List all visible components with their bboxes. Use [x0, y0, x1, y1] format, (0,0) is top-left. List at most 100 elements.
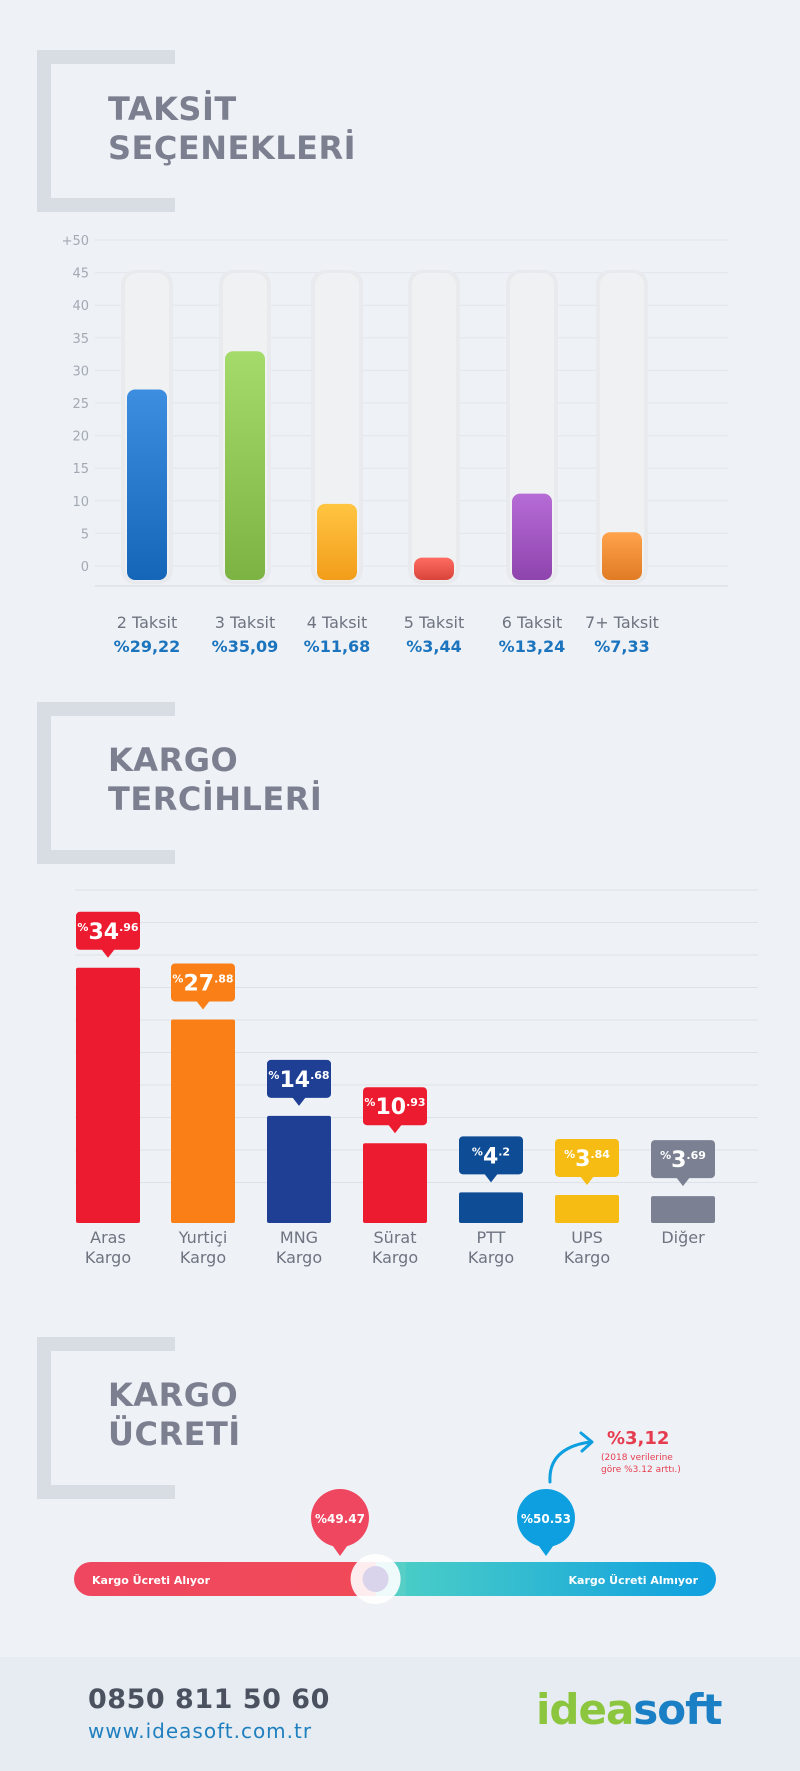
value-label: %7,33: [594, 637, 650, 656]
section-title-fee: KARGO ÜCRETİ: [108, 1376, 241, 1453]
y-tick-label: 35: [72, 332, 89, 347]
category-label: Kargo: [85, 1248, 131, 1267]
category-label: Diğer: [661, 1228, 705, 1247]
section-title-installments: TAKSİT SEÇENEKLERİ: [108, 90, 356, 167]
trend-arrow: [548, 1440, 592, 1484]
value-label: %14.68: [268, 1068, 329, 1093]
bar: [512, 493, 552, 580]
value-badge-pointer: [196, 1000, 210, 1010]
change-note: (2018 verilerine: [601, 1453, 673, 1463]
category-label: Aras: [90, 1228, 126, 1247]
category-label: Kargo: [564, 1248, 610, 1267]
ideasoft-logo: ideasoft: [536, 1685, 723, 1734]
bar-track-inner: [600, 273, 644, 581]
bar: [363, 1143, 427, 1223]
pin-pointer: [536, 1542, 556, 1556]
category-label: Kargo Ücreti Almıyor: [569, 1573, 699, 1587]
value-badge-box: [76, 911, 140, 950]
trend-arrow-head: [579, 1431, 594, 1453]
bar: [651, 1196, 715, 1223]
value-label: %50.53: [521, 1512, 571, 1526]
phone-number[interactable]: 0850 811 50 60: [88, 1684, 330, 1715]
value-pin: %49.47: [311, 1489, 369, 1556]
installment-chart: +50 45 40 35 30 25 20 15 10 5 0 2 Taksit %29,22 3 Tak…: [62, 234, 728, 656]
value-badge-pointer: [580, 1175, 594, 1185]
bar-segment: [375, 1562, 716, 1596]
value-label: %34.96: [77, 920, 138, 945]
y-tick-label: 25: [72, 397, 89, 412]
bar-segment: [74, 1562, 396, 1596]
value-label: %35,09: [212, 637, 279, 656]
value-badge-box: [267, 1059, 331, 1098]
value-label: %13,24: [499, 637, 566, 656]
bar: [317, 503, 357, 580]
pin-circle: [311, 1489, 369, 1547]
category-label: 7+ Taksit: [585, 613, 659, 632]
value-label: %4.2: [472, 1144, 510, 1169]
value-label: %29,22: [114, 637, 181, 656]
value-badge: %34.96: [76, 911, 140, 958]
section-bracket: [37, 50, 175, 212]
value-badge: %4.2: [459, 1136, 523, 1183]
y-tick-label: 40: [72, 299, 89, 314]
y-tick-label: 30: [72, 364, 89, 379]
y-tick-label: 10: [72, 495, 89, 510]
bar-track-inner: [412, 273, 456, 581]
value-label: %10.93: [364, 1095, 425, 1120]
y-tick-label: 5: [81, 527, 89, 542]
value-badge-box: [171, 963, 235, 1002]
category-label: 2 Taksit: [117, 613, 178, 632]
bar: [555, 1194, 619, 1223]
value-badge: %3.84: [555, 1138, 619, 1185]
category-label: 5 Taksit: [404, 613, 465, 632]
bar: [459, 1192, 523, 1223]
category-label: Yurtiçi: [178, 1228, 228, 1247]
website-link[interactable]: www.ideasoft.com.tr: [88, 1719, 313, 1743]
value-badge-box: [555, 1138, 619, 1177]
value-label: %11,68: [304, 637, 371, 656]
bar: [225, 351, 265, 580]
category-label: Kargo: [372, 1248, 418, 1267]
pin-pointer: [330, 1542, 350, 1556]
value-badge-pointer: [292, 1096, 306, 1106]
divider-knob-inner: [362, 1566, 389, 1592]
value-badge: %14.68: [267, 1059, 331, 1106]
bar: [127, 389, 167, 580]
value-badge-pointer: [484, 1173, 498, 1183]
bar: [267, 1115, 331, 1223]
bar: [76, 967, 140, 1223]
change-label: %3,12: [607, 1428, 669, 1449]
value-badge-box: [459, 1136, 523, 1175]
cargo-fee-chart: Kargo Ücreti Alıyor Kargo Ücreti Almıyor%…: [74, 1428, 716, 1604]
value-label: %3.84: [564, 1147, 610, 1172]
section-title-cargo: KARGO TERCİHLERİ: [108, 741, 323, 818]
value-badge-pointer: [101, 948, 115, 958]
category-label: Kargo Ücreti Alıyor: [92, 1573, 211, 1587]
value-badge-pointer: [676, 1177, 690, 1187]
value-pin: %50.53: [517, 1489, 575, 1556]
section-bracket: [37, 1337, 175, 1499]
category-label: Kargo: [468, 1248, 514, 1267]
value-badge-box: [363, 1087, 427, 1126]
value-label: %27.88: [172, 971, 233, 996]
category-label: UPS: [571, 1228, 603, 1247]
footer: [0, 1657, 800, 1771]
value-badge-pointer: [388, 1124, 402, 1134]
value-badge: %27.88: [171, 963, 235, 1010]
category-label: PTT: [477, 1228, 506, 1247]
section-bracket: [37, 702, 175, 864]
category-label: Sürat: [374, 1228, 417, 1247]
value-label: %3,44: [406, 637, 462, 656]
y-tick-label: 45: [72, 267, 89, 282]
y-tick-label: +50: [62, 234, 89, 249]
y-tick-label: 20: [72, 430, 89, 445]
value-label: %49.47: [315, 1512, 365, 1526]
bar: [171, 1019, 235, 1223]
category-label: 6 Taksit: [502, 613, 563, 632]
value-badge: %3.69: [651, 1140, 715, 1187]
value-badge: %10.93: [363, 1087, 427, 1134]
change-note: göre %3.12 arttı.): [601, 1465, 681, 1475]
y-tick-label: 15: [72, 462, 89, 477]
category-label: 3 Taksit: [215, 613, 276, 632]
value-badge-box: [651, 1140, 715, 1179]
